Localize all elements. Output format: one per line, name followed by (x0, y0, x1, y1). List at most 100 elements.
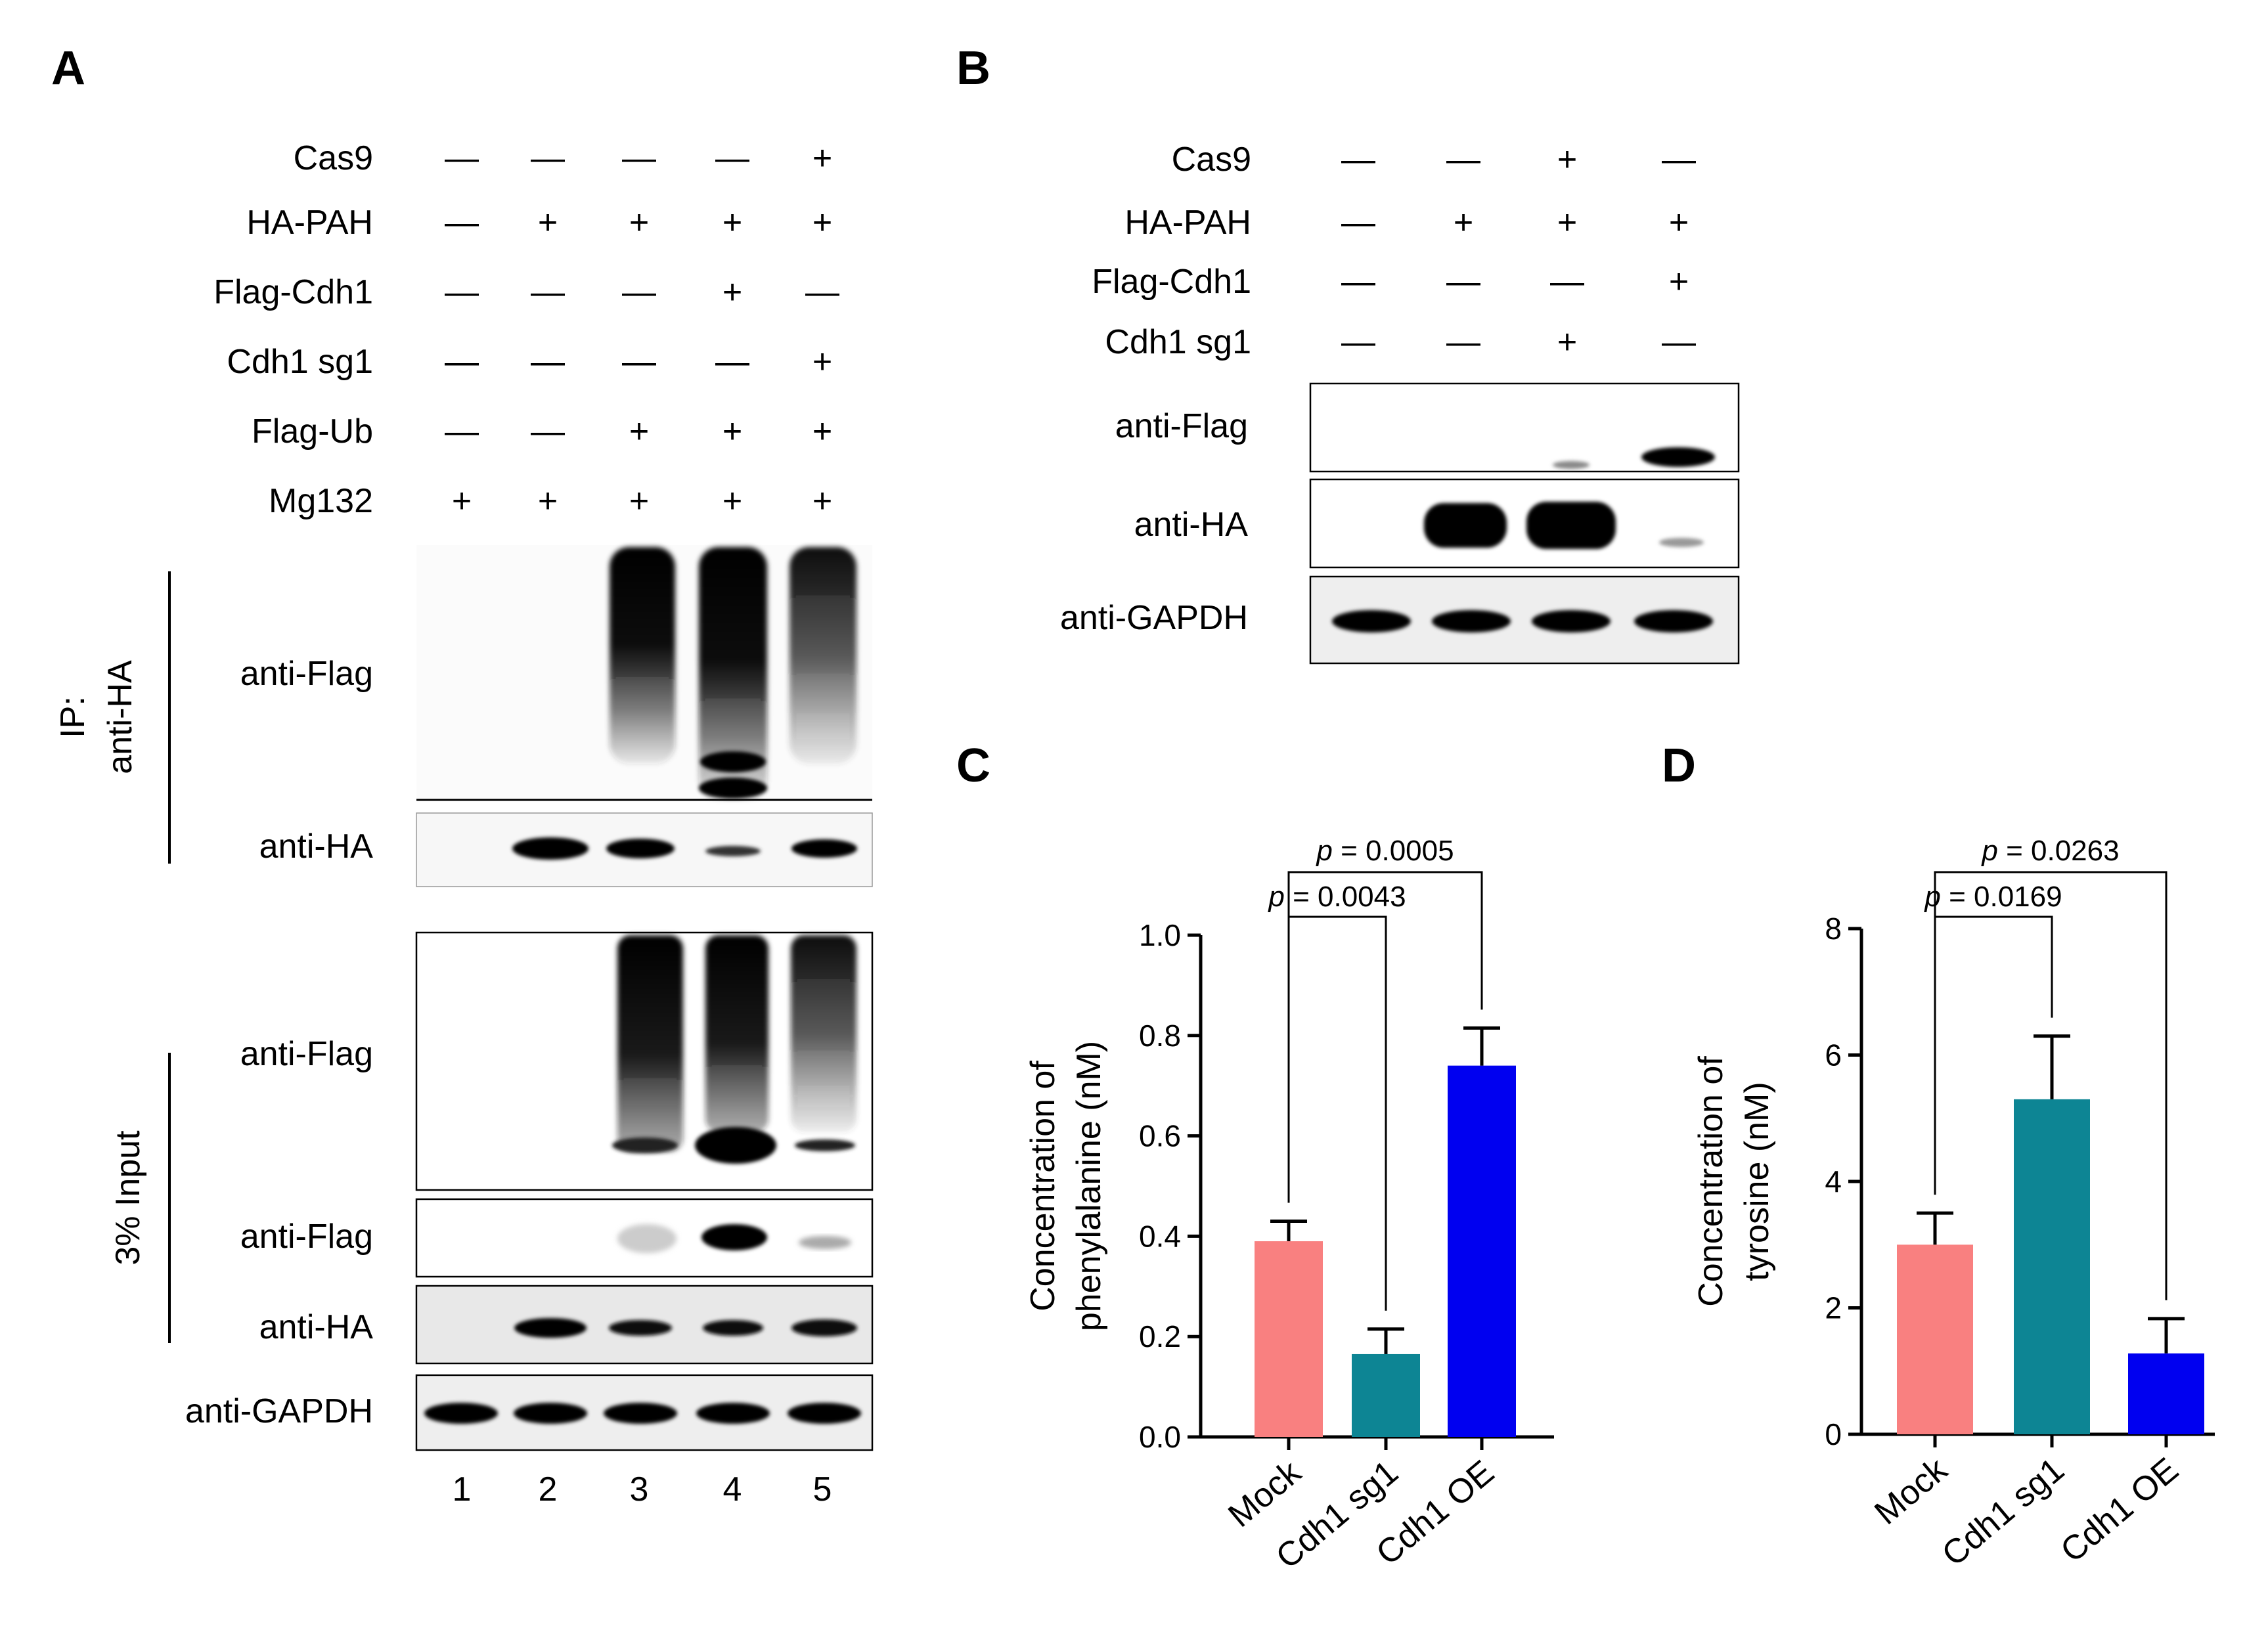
lane-number: 1 (453, 1470, 472, 1509)
condition-mark: — (1341, 204, 1375, 242)
ip-label-line2: anti-HA (101, 660, 139, 774)
condition-label: HA-PAH (246, 204, 373, 242)
blot-band (1659, 538, 1704, 547)
p-value-label: p = 0.0043 (1267, 881, 1406, 913)
blot-b-anti-flag (1309, 382, 1740, 473)
p-symbol: p (1980, 835, 1997, 867)
condition-mark: + (1454, 204, 1473, 242)
blot-label: anti-Flag (240, 655, 373, 693)
condition-mark: + (812, 412, 832, 451)
condition-mark: + (629, 482, 649, 520)
blot-label: anti-GAPDH (1060, 599, 1248, 637)
condition-label: Cas9 (1172, 141, 1251, 179)
blot-band (1634, 610, 1713, 632)
bar (1255, 1241, 1323, 1437)
condition-mark: + (538, 204, 558, 242)
y-tick-label: 8 (1825, 912, 1842, 946)
blot-band (1424, 503, 1507, 548)
blot-ip-anti-ha (416, 812, 873, 887)
y-axis-label: tyrosine (nM) (1738, 1082, 1776, 1281)
condition-mark: — (445, 204, 479, 242)
blot-band (701, 1224, 767, 1250)
blot-band (606, 839, 675, 858)
condition-mark: — (1550, 263, 1584, 301)
lane-numbers: 1 2 3 4 5 (453, 1470, 832, 1509)
p-value: = 0.0043 (1285, 881, 1406, 913)
condition-mark: — (1446, 141, 1480, 179)
ip-label-line1: IP: (54, 696, 92, 738)
lane-number: 4 (723, 1470, 742, 1509)
blot-band (1532, 610, 1611, 632)
y-tick-label: 0.4 (1139, 1219, 1181, 1253)
condition-mark: — (715, 343, 749, 381)
blot-band (1332, 610, 1411, 632)
condition-label: Cdh1 sg1 (1105, 323, 1251, 361)
condition-mark: — (445, 412, 479, 451)
panel-b: B Cas9 — — + — HA-PAH — + + + Flag-Cdh1 … (956, 42, 1740, 665)
y-tick-label: 1.0 (1139, 918, 1181, 952)
lane-number: 2 (539, 1470, 558, 1509)
panel-c-letter: C (956, 739, 990, 792)
blot-smear (705, 935, 768, 1132)
blot-band (512, 837, 589, 860)
blot-band (791, 839, 857, 858)
blot-band (700, 751, 766, 772)
significance-bracket (1934, 915, 2053, 1195)
p-value: = 0.0169 (1941, 881, 2062, 913)
blot-band (617, 1224, 677, 1253)
panel-a-letter: A (51, 42, 85, 95)
condition-label: Mg132 (269, 482, 373, 520)
x-tick-label: Mock (1867, 1450, 1955, 1532)
p-value-label: p = 0.0005 (1315, 835, 1454, 867)
condition-mark: — (1446, 323, 1480, 361)
input-label: 3% Input (109, 1130, 147, 1266)
condition-mark: — (531, 139, 565, 177)
blot-band (1641, 447, 1715, 467)
condition-mark: — (1341, 323, 1375, 361)
panel-b-letter: B (956, 42, 990, 95)
condition-mark: — (622, 139, 656, 177)
bar (1448, 1065, 1516, 1437)
condition-mark: + (812, 204, 832, 242)
blot-band (699, 778, 767, 799)
x-tick-label: Cdh1 sg1 (1935, 1451, 2072, 1574)
bar (2014, 1099, 2090, 1434)
condition-mark: + (629, 204, 649, 242)
p-value-label: p = 0.0263 (1980, 835, 2119, 867)
condition-label: Flag-Cdh1 (1092, 263, 1251, 301)
blot-band (609, 1320, 672, 1336)
condition-mark: + (538, 482, 558, 520)
blot-band (703, 1320, 763, 1336)
condition-mark: + (723, 482, 742, 520)
y-axis-label: phenylalanine (nM) (1070, 1041, 1108, 1331)
condition-mark: — (1341, 141, 1375, 179)
blot-band (795, 1139, 855, 1151)
blot-band (604, 1403, 677, 1424)
p-value: = 0.0005 (1333, 835, 1454, 867)
y-tick-label: 0.0 (1139, 1420, 1181, 1454)
blot-band (1553, 461, 1590, 469)
condition-label: Flag-Cdh1 (213, 273, 373, 311)
p-value-label: p = 0.0169 (1923, 881, 2062, 913)
blot-input-anti-flag-short (415, 1198, 874, 1278)
blot-smear (789, 547, 856, 764)
condition-mark: — (1662, 141, 1696, 179)
condition-mark: — (1446, 263, 1480, 301)
blot-smear (617, 935, 683, 1152)
blot-label: anti-HA (1134, 506, 1249, 544)
bar (1897, 1245, 1973, 1434)
blot-band (696, 1403, 770, 1424)
blot-label: anti-Flag (240, 1035, 373, 1073)
condition-mark: — (715, 139, 749, 177)
blot-band (514, 1318, 587, 1338)
condition-label: Cas9 (294, 139, 373, 177)
condition-mark: — (1662, 323, 1696, 361)
significance-bracket (1287, 915, 1387, 1311)
bar (1352, 1354, 1420, 1437)
blot-band (799, 1236, 851, 1249)
condition-mark: + (1669, 263, 1689, 301)
y-tick-label: 4 (1825, 1164, 1842, 1199)
condition-mark: + (723, 273, 742, 311)
y-axis-label: Concentration of (1692, 1056, 1730, 1307)
